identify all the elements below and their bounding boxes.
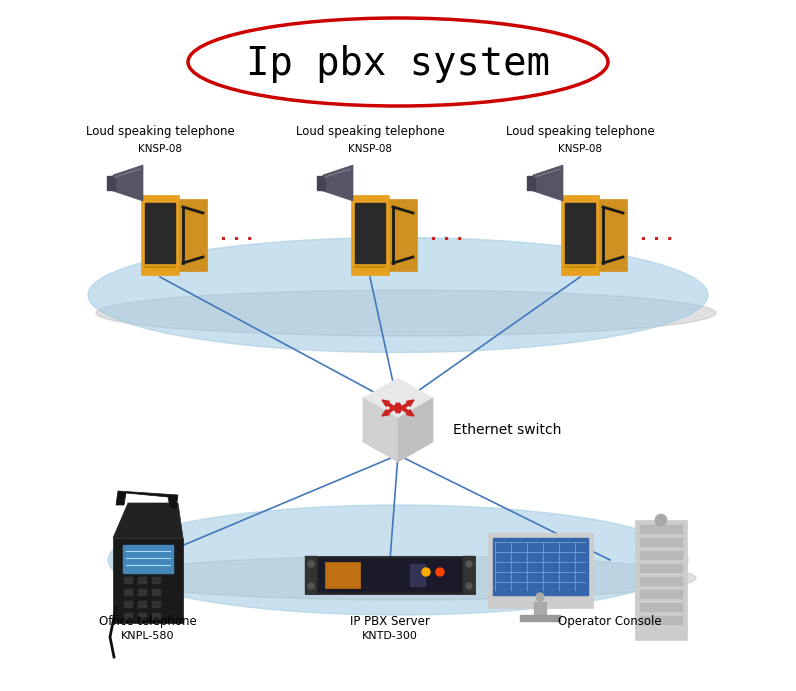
- Bar: [319, 559, 461, 591]
- Bar: [389, 199, 417, 271]
- Bar: [488, 533, 593, 608]
- Text: IP PBX Server: IP PBX Server: [350, 615, 430, 628]
- Polygon shape: [323, 165, 353, 201]
- Bar: [520, 615, 560, 621]
- Bar: [640, 525, 682, 533]
- Ellipse shape: [96, 290, 716, 336]
- Bar: [124, 589, 133, 596]
- Bar: [152, 589, 161, 596]
- Polygon shape: [533, 165, 563, 201]
- Bar: [410, 564, 425, 586]
- Polygon shape: [363, 398, 398, 462]
- FancyArrow shape: [396, 403, 414, 416]
- Bar: [152, 613, 161, 620]
- Text: KNSP-08: KNSP-08: [138, 144, 182, 154]
- Circle shape: [466, 561, 472, 567]
- Ellipse shape: [188, 18, 608, 106]
- Bar: [640, 577, 682, 585]
- Text: Loud speaking telephone: Loud speaking telephone: [295, 125, 444, 138]
- Bar: [138, 613, 147, 620]
- Polygon shape: [398, 398, 433, 462]
- FancyArrow shape: [382, 400, 400, 413]
- Text: Ip pbx system: Ip pbx system: [246, 45, 550, 83]
- Bar: [138, 577, 147, 584]
- Bar: [317, 176, 325, 190]
- Bar: [493, 538, 588, 595]
- Text: KNSP-08: KNSP-08: [348, 144, 392, 154]
- Bar: [179, 199, 207, 271]
- Bar: [463, 556, 475, 594]
- Circle shape: [308, 583, 314, 589]
- Polygon shape: [363, 378, 433, 418]
- Bar: [141, 195, 179, 275]
- Bar: [152, 601, 161, 608]
- FancyArrow shape: [382, 403, 400, 416]
- Bar: [640, 603, 682, 611]
- Ellipse shape: [116, 556, 696, 600]
- Bar: [145, 203, 175, 263]
- Text: KNSP-08: KNSP-08: [558, 144, 602, 154]
- Bar: [527, 176, 535, 190]
- Text: Operator Console: Operator Console: [558, 615, 661, 628]
- Bar: [124, 601, 133, 608]
- Text: Office telephone: Office telephone: [100, 615, 197, 628]
- Bar: [640, 590, 682, 598]
- Text: · · ·: · · ·: [430, 231, 463, 249]
- Bar: [138, 589, 147, 596]
- Bar: [138, 601, 147, 608]
- Polygon shape: [113, 165, 143, 201]
- Bar: [355, 203, 385, 263]
- Bar: [640, 616, 682, 624]
- Bar: [325, 562, 360, 588]
- Polygon shape: [113, 503, 183, 538]
- Text: Loud speaking telephone: Loud speaking telephone: [86, 125, 234, 138]
- Ellipse shape: [108, 505, 688, 615]
- Circle shape: [308, 561, 314, 567]
- Text: Loud speaking telephone: Loud speaking telephone: [505, 125, 654, 138]
- Bar: [113, 538, 183, 623]
- Bar: [351, 195, 389, 275]
- FancyArrow shape: [396, 400, 414, 413]
- Text: KNPL-580: KNPL-580: [121, 631, 175, 641]
- Bar: [123, 545, 173, 573]
- Bar: [640, 538, 682, 546]
- Circle shape: [655, 514, 667, 526]
- Circle shape: [422, 568, 430, 576]
- Polygon shape: [116, 491, 178, 509]
- Circle shape: [466, 583, 472, 589]
- Bar: [305, 556, 317, 594]
- Text: KNTD-300: KNTD-300: [362, 631, 418, 641]
- Bar: [561, 195, 599, 275]
- Text: · · ·: · · ·: [640, 231, 673, 249]
- Bar: [635, 520, 687, 640]
- Text: · · ·: · · ·: [220, 231, 253, 249]
- Bar: [565, 203, 595, 263]
- Circle shape: [436, 568, 444, 576]
- Ellipse shape: [88, 238, 708, 352]
- Bar: [124, 577, 133, 584]
- Bar: [107, 176, 115, 190]
- Text: Ethernet switch: Ethernet switch: [453, 423, 561, 437]
- Bar: [305, 556, 475, 594]
- Bar: [534, 602, 546, 618]
- Bar: [640, 551, 682, 559]
- Bar: [599, 199, 627, 271]
- Bar: [124, 613, 133, 620]
- Bar: [640, 564, 682, 572]
- Circle shape: [536, 593, 544, 601]
- Bar: [152, 577, 161, 584]
